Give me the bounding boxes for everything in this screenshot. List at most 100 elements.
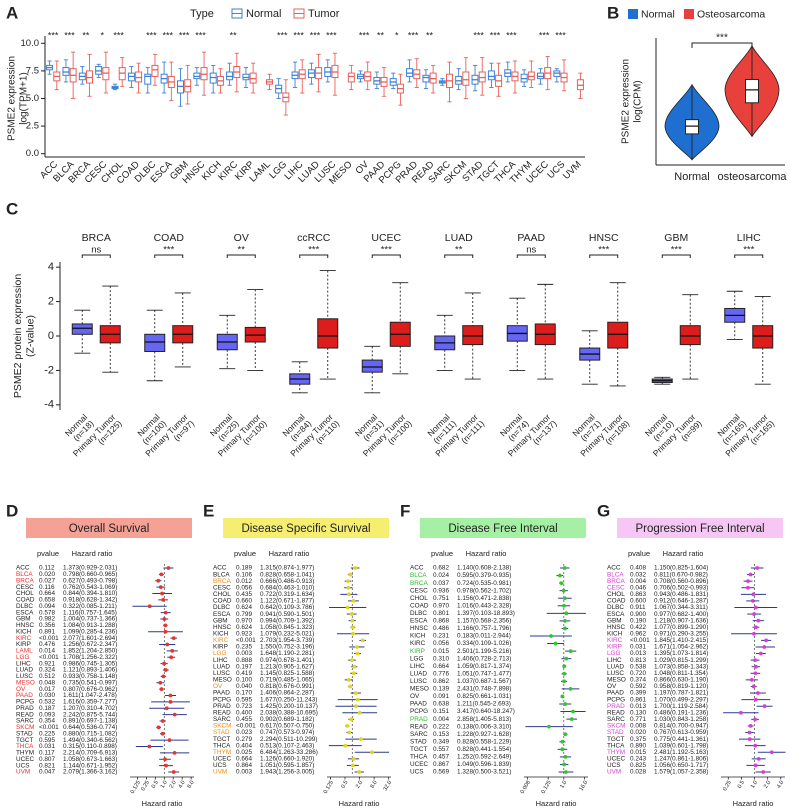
hazard-ratio-label: 1.328(0.500-3.521) — [457, 769, 511, 776]
hazard-ratio-label: 1.207(0.310-4.702) — [63, 705, 117, 712]
hazard-ratio-label: 0.513(0.107-2.463) — [260, 742, 314, 749]
row-name: HNSC — [16, 622, 34, 629]
p-value: 0.027 — [39, 577, 55, 584]
row-name: SARC — [213, 716, 231, 723]
row-name: THCA — [410, 754, 428, 761]
row-name: HNSC — [213, 624, 231, 631]
row-name: UCS — [410, 769, 424, 776]
hazard-ratio-label: 2.038(0.388-10.695) — [260, 709, 318, 716]
significance: *** — [64, 30, 75, 40]
hazard-ratio-label: 1.121(0.893-1.406) — [63, 667, 117, 674]
hazard-ratio-label: 1.058(0.845-1.323) — [260, 624, 314, 631]
row-name: PAAD — [410, 701, 427, 708]
p-value: 0.863 — [630, 591, 646, 598]
p-value: 0.720 — [630, 670, 646, 677]
hazard-ratio-point — [755, 566, 760, 570]
title-box — [617, 518, 783, 538]
row-name: ACC — [607, 565, 621, 572]
hazard-ratio-label: 0.814(0.700-0.947) — [654, 723, 708, 730]
significance: *** — [293, 30, 304, 40]
p-value: 0.399 — [630, 690, 646, 697]
significance-bracket — [371, 254, 401, 258]
row-name: THCA — [213, 742, 231, 749]
hazard-ratio-point — [562, 664, 567, 669]
p-value: 0.056 — [433, 640, 449, 647]
p-value: 0.624 — [236, 604, 252, 611]
hazard-ratio-point — [345, 605, 350, 610]
p-value: 0.486 — [433, 625, 449, 632]
hazard-ratio-point — [352, 664, 357, 669]
panel-letter: B — [607, 3, 619, 22]
panel-title: Disease Free Interval — [448, 523, 557, 535]
hazard-ratio-point — [348, 572, 353, 577]
hazard-ratio-point — [571, 709, 575, 714]
p-value: 0.419 — [236, 670, 252, 677]
row-name: LGG — [607, 650, 621, 657]
hazard-ratio-point — [560, 739, 565, 744]
hazard-ratio-point — [162, 661, 167, 666]
hazard-ratio-point — [752, 612, 756, 616]
hazard-ratio-point — [568, 649, 573, 654]
significance: *** — [162, 30, 173, 40]
p-value: 0.030 — [39, 692, 55, 699]
p-value: 0.638 — [433, 701, 449, 708]
group-title: OV — [234, 232, 249, 244]
row-name: TGCT — [213, 736, 230, 743]
row-name: PCPG — [16, 699, 34, 706]
hazard-ratio-label: 0.684(0.463-1.010) — [260, 584, 314, 591]
hazard-ratio-label: 1.079(0.232-5.021) — [260, 630, 314, 637]
p-value: 0.093 — [39, 711, 55, 718]
significance-bracket — [154, 254, 184, 258]
row-name: SARC — [16, 718, 34, 725]
hazard-ratio-label: 1.648(1.190-2.281) — [260, 650, 314, 657]
hazard-ratio-point — [756, 691, 760, 695]
hazard-ratio-label: 1.004(0.737-1.366) — [63, 616, 117, 623]
box — [487, 70, 495, 81]
hazard-ratio-label: 0.666(0.486-0.913) — [260, 578, 314, 585]
hazard-ratio-label: 1.059(0.817-1.374) — [457, 663, 511, 670]
hazard-ratio-point — [360, 638, 365, 643]
hazard-ratio-label: 0.828(0.441-1.554) — [457, 746, 511, 753]
title-box — [420, 518, 586, 538]
significance: *** — [146, 30, 157, 40]
hazard-ratio-label: 1.056(0.650-1.717) — [654, 762, 708, 769]
x-tick-label: osteosarcoma — [717, 171, 787, 183]
panel-letter: A — [6, 3, 18, 22]
row-name: BRCA — [16, 577, 34, 584]
p-value: 0.003 — [236, 650, 252, 657]
x-tick-label: 2.0 — [355, 780, 364, 790]
p-value: 0.900 — [630, 611, 646, 618]
hazard-ratio-point — [160, 591, 165, 596]
p-value: <0.001 — [630, 637, 650, 644]
p-value: 0.771 — [630, 716, 646, 723]
hazard-ratio-point — [170, 648, 175, 653]
legend-label: Normal — [641, 8, 675, 20]
p-value: 0.222 — [433, 723, 449, 730]
row-name: PAAD — [213, 690, 230, 697]
group-title: GBM — [664, 232, 688, 244]
hazard-ratio-label: 1.016(0.443-2.328) — [457, 602, 511, 609]
x-tick-label: 32.0 — [383, 780, 394, 792]
significance: *** — [555, 30, 566, 40]
hazard-ratio-label: 1.122(0.671-1.877) — [260, 598, 314, 605]
hazard-ratio-label: 1.315(0.874-1.977) — [260, 565, 314, 572]
hazard-ratio-point — [351, 631, 355, 636]
hazard-ratio-point — [357, 710, 362, 715]
p-value: 0.031 — [39, 743, 55, 750]
significance: *** — [179, 30, 190, 40]
hazard-ratio-point — [168, 699, 173, 704]
hazard-ratio-label: 0.762(0.543-1.069) — [63, 584, 117, 591]
p-value: 0.538 — [630, 663, 646, 670]
hazard-ratio-label: 0.825(0.661-1.031) — [457, 693, 511, 700]
row-name: LIHC — [607, 657, 622, 664]
significance: *** — [381, 245, 392, 256]
p-value: 0.807 — [39, 756, 55, 763]
significance: *** — [539, 30, 550, 40]
hazard-ratio-label: 1.425(0.200-10.137) — [260, 703, 318, 710]
significance: *** — [716, 33, 728, 44]
hazard-ratio-label: 1.677(0.250-11.243) — [260, 696, 317, 703]
p-value: 0.106 — [236, 571, 252, 578]
significance-bracket — [81, 254, 111, 258]
p-value: 0.867 — [433, 761, 449, 768]
y-tick-label: 0 — [48, 330, 54, 342]
